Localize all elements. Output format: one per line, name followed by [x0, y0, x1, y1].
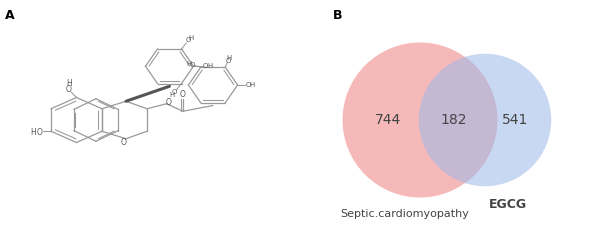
- Text: 541: 541: [502, 113, 528, 127]
- Text: EGCG: EGCG: [488, 198, 527, 210]
- Text: O: O: [186, 37, 191, 43]
- Circle shape: [343, 42, 497, 198]
- Text: A: A: [5, 9, 14, 22]
- Text: O: O: [203, 63, 208, 69]
- Text: O: O: [226, 58, 231, 64]
- Text: O: O: [37, 128, 43, 137]
- Text: O: O: [245, 82, 251, 88]
- Text: H: H: [188, 34, 193, 40]
- Text: 182: 182: [440, 113, 467, 127]
- Text: O: O: [172, 89, 177, 95]
- Text: O: O: [121, 138, 127, 147]
- Text: H: H: [227, 54, 232, 60]
- Text: H: H: [170, 92, 175, 98]
- Text: O: O: [166, 98, 172, 107]
- Text: H: H: [207, 63, 212, 69]
- Text: B: B: [332, 9, 342, 22]
- Text: H: H: [187, 61, 192, 67]
- Text: H: H: [30, 128, 36, 137]
- Text: Septic.cardiomyopathy: Septic.cardiomyopathy: [341, 209, 469, 219]
- Text: O: O: [180, 90, 186, 99]
- Circle shape: [419, 54, 551, 186]
- Text: O: O: [190, 62, 196, 68]
- Text: 744: 744: [374, 113, 401, 127]
- Text: O: O: [66, 85, 72, 94]
- Text: H: H: [250, 82, 255, 88]
- Text: H: H: [66, 79, 72, 88]
